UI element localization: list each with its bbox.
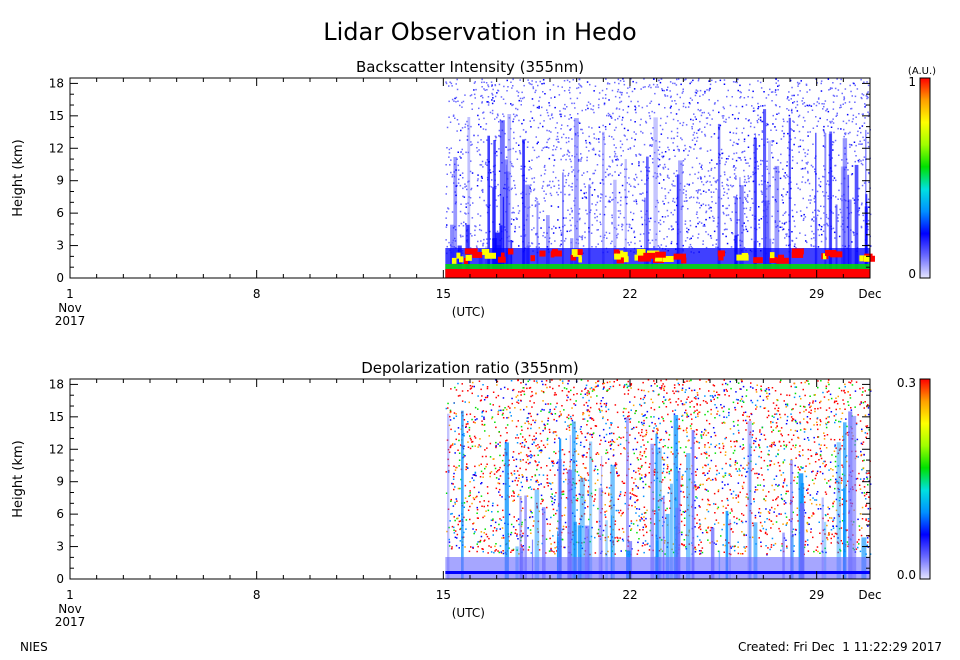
heatmap-background bbox=[445, 78, 870, 278]
y-tick-label: 12 bbox=[49, 442, 64, 456]
x-tick-label: 1 bbox=[66, 588, 74, 602]
x-month-label: Nov bbox=[58, 301, 81, 315]
y-tick-label: 6 bbox=[56, 206, 64, 220]
x-tick-label: Dec bbox=[858, 588, 881, 602]
y-axis: 0 3 6 9 12 15 18 bbox=[49, 377, 870, 586]
y-tick-label: 3 bbox=[56, 540, 64, 554]
panel-title: Depolarization ratio (355nm) bbox=[361, 359, 579, 377]
x-month-label: Nov bbox=[58, 602, 81, 616]
x-year-label: 2017 bbox=[55, 314, 86, 328]
x-tick-label: 15 bbox=[436, 287, 451, 301]
colorbar: 0.3 0.0 bbox=[897, 376, 931, 582]
y-tick-label: 18 bbox=[49, 76, 64, 90]
x-tick-label: 29 bbox=[809, 588, 824, 602]
figure-title: Lidar Observation in Hedo bbox=[323, 18, 637, 46]
colorbar: 1 0 (A.U.) bbox=[908, 66, 936, 281]
y-tick-label: 0 bbox=[56, 572, 64, 586]
colorbar-unit: (A.U.) bbox=[908, 66, 936, 77]
heatmap-area bbox=[445, 78, 875, 279]
boundary-layer bbox=[445, 248, 875, 278]
x-timezone-label: (UTC) bbox=[452, 606, 485, 620]
y-tick-label: 15 bbox=[49, 410, 64, 424]
y-tick-label: 12 bbox=[49, 141, 64, 155]
footer-created-timestamp: Created: Fri Dec 1 11:22:29 2017 bbox=[737, 640, 942, 654]
y-tick-label: 9 bbox=[56, 174, 64, 188]
boundary-layer bbox=[445, 557, 870, 579]
colorbar-max-label: 1 bbox=[908, 75, 916, 89]
y-tick-label: 18 bbox=[49, 377, 64, 391]
footer-organization: NIES bbox=[20, 640, 48, 654]
colorbar-min-label: 0.0 bbox=[897, 568, 916, 582]
colorbar-scale bbox=[919, 77, 931, 279]
colorbar-min-label: 0 bbox=[908, 267, 916, 281]
x-tick-label: 29 bbox=[809, 287, 824, 301]
panel-depolarization: Depolarization ratio (355nm) Height (km) 0… bbox=[11, 359, 931, 629]
y-axis-label: Height (km) bbox=[11, 139, 26, 216]
x-tick-label: 8 bbox=[253, 588, 261, 602]
x-timezone-label: (UTC) bbox=[452, 305, 485, 319]
heatmap-area bbox=[445, 379, 872, 579]
y-axis: 0 3 6 9 12 15 18 bbox=[49, 76, 870, 285]
x-tick-label: 1 bbox=[66, 287, 74, 301]
x-tick-label: 22 bbox=[622, 287, 637, 301]
y-tick-label: 6 bbox=[56, 507, 64, 521]
colorbar-max-label: 0.3 bbox=[897, 376, 916, 390]
x-tick-label: 8 bbox=[253, 287, 261, 301]
y-tick-label: 15 bbox=[49, 109, 64, 123]
y-tick-label: 3 bbox=[56, 239, 64, 253]
panel-title: Backscatter Intensity (355nm) bbox=[356, 58, 584, 76]
x-year-label: 2017 bbox=[55, 615, 86, 629]
x-tick-label: Dec bbox=[858, 287, 881, 301]
x-tick-label: 22 bbox=[622, 588, 637, 602]
panel-backscatter: Backscatter Intensity (355nm) Height (km)… bbox=[11, 58, 936, 328]
heatmap-streaks bbox=[450, 109, 868, 279]
y-tick-label: 9 bbox=[56, 475, 64, 489]
y-tick-label: 0 bbox=[56, 271, 64, 285]
colorbar-scale bbox=[919, 378, 931, 580]
y-axis-label: Height (km) bbox=[11, 440, 26, 517]
x-tick-label: 15 bbox=[436, 588, 451, 602]
